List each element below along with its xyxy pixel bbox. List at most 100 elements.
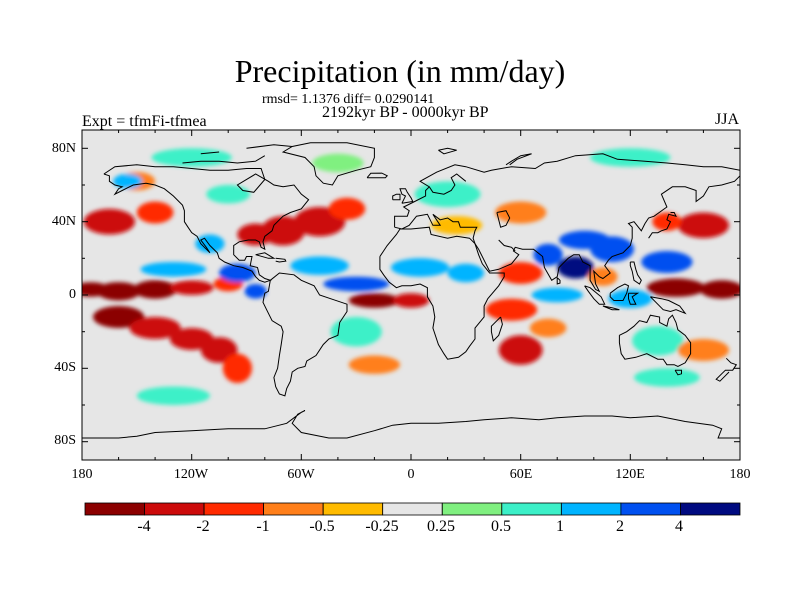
colorbar-swatch — [322, 502, 384, 516]
anomaly-region — [590, 236, 634, 262]
anomaly-region — [557, 256, 594, 279]
anomaly-region — [290, 256, 349, 275]
colorbar-swatch — [561, 502, 622, 516]
anomaly-region — [200, 337, 238, 363]
colorbar-swatch — [144, 502, 205, 516]
coastline-canadian-archipelago — [182, 144, 293, 164]
colorbar-label: 0.25 — [427, 518, 455, 535]
colorbar-swatch — [501, 502, 562, 516]
colorbar-label: 2 — [616, 518, 624, 535]
coastline-caspian — [496, 210, 511, 228]
anomaly-region — [348, 355, 400, 374]
colorbar-swatch — [203, 502, 265, 516]
anomaly-region — [136, 201, 174, 224]
anomaly-region — [498, 335, 543, 365]
colorbar-label: 4 — [675, 518, 683, 535]
anomaly-region — [83, 208, 135, 235]
anomaly-region — [129, 317, 181, 339]
y-tick-label: 0 — [69, 287, 76, 302]
anomaly-region — [151, 148, 232, 167]
colorbar-label: 1 — [556, 518, 564, 535]
y-tick-label: 80S — [54, 433, 76, 448]
anomaly-region — [219, 263, 256, 283]
anomaly-region — [699, 280, 740, 299]
anomaly-region — [390, 258, 450, 277]
colorbar-label: -0.25 — [365, 518, 399, 535]
coastline-tasmania — [674, 369, 682, 376]
coastline-antarctica — [82, 410, 740, 439]
coastline-greenland — [281, 142, 375, 186]
anomaly-region — [261, 216, 305, 246]
x-tick-label: 0 — [407, 467, 415, 482]
coastline-uk — [399, 188, 414, 204]
y-tick-label: 40N — [51, 214, 76, 229]
coastline-sumatra — [584, 285, 606, 305]
colorbar-swatch — [680, 502, 741, 516]
colorbar-label: 0.5 — [491, 518, 511, 535]
coastline-arabian-gulf — [498, 239, 516, 252]
anomaly-region — [206, 185, 251, 204]
colorbar-swatch — [382, 502, 443, 516]
anomaly-region — [392, 293, 430, 308]
coastlines — [82, 142, 740, 439]
anomaly-region — [140, 262, 207, 277]
coastline-philippines — [629, 261, 642, 285]
anomaly-region — [632, 326, 684, 356]
coastline-japan — [648, 212, 677, 239]
anomaly-region — [608, 289, 653, 308]
colorbar-swatch — [441, 502, 503, 516]
colorbar-swatch — [620, 502, 681, 516]
stats-label: rmsd= 1.1376 diff= 0.0290141 — [262, 92, 435, 107]
anomaly-region — [498, 262, 543, 284]
period-label: 2192kyr BP - 0000kyr BP — [322, 104, 489, 121]
anomaly-region — [431, 216, 483, 235]
experiment-label: Expt = tfmFi-tfmea — [82, 113, 207, 130]
coastline-ireland — [392, 193, 401, 201]
anomaly-region — [330, 317, 382, 347]
anomaly-region — [328, 197, 366, 220]
anomaly-region — [641, 251, 693, 273]
anomaly-region — [634, 368, 700, 387]
anomaly-region — [222, 353, 252, 383]
anomaly-region — [590, 148, 671, 167]
anomaly-region — [93, 306, 145, 328]
x-tick-label: 60E — [509, 467, 533, 482]
anomaly-region — [646, 278, 706, 297]
anomaly-region — [485, 298, 538, 321]
plot-title: Precipitation (in mm/day) — [234, 53, 566, 89]
anomaly-region — [133, 280, 178, 299]
anomaly-region — [169, 280, 214, 296]
season-label: JJA — [715, 111, 740, 128]
anomaly-region — [323, 276, 390, 292]
x-tick-label: 60W — [287, 467, 315, 482]
coastline-cuba-hispaniola — [255, 252, 287, 263]
anomaly-region — [96, 282, 141, 301]
colorbar-swatch — [263, 502, 324, 516]
axis-ticks — [81, 130, 741, 460]
coastline-south-america — [262, 272, 348, 397]
anomaly-region — [447, 263, 485, 283]
coastline-eurasia — [394, 153, 740, 293]
colorbar-label: -0.5 — [309, 518, 335, 535]
y-tick-label: 80N — [51, 141, 76, 156]
coastline-new-guinea — [650, 296, 687, 315]
anomaly-region — [677, 339, 730, 361]
x-tick-label: 180 — [71, 467, 93, 482]
x-tick-label: 120W — [173, 467, 209, 482]
anomaly-region — [113, 174, 143, 189]
coastline-sulawesi — [628, 292, 640, 305]
anomaly-region — [588, 267, 618, 286]
coastline-madagascar — [490, 316, 503, 342]
colorbar-label: -4 — [137, 518, 151, 535]
coastline-north-america — [103, 164, 310, 283]
anomaly-region — [348, 293, 400, 308]
anomaly-region — [414, 181, 481, 207]
anomaly-region — [495, 201, 547, 224]
coastline-iceland — [366, 172, 389, 179]
anomaly-region — [533, 243, 563, 266]
x-tick-label: 180 — [729, 467, 751, 482]
anomaly-region — [136, 386, 210, 405]
anomaly-region — [195, 234, 225, 253]
coastline-new-zealand — [715, 357, 738, 382]
anomaly-region — [677, 212, 730, 239]
